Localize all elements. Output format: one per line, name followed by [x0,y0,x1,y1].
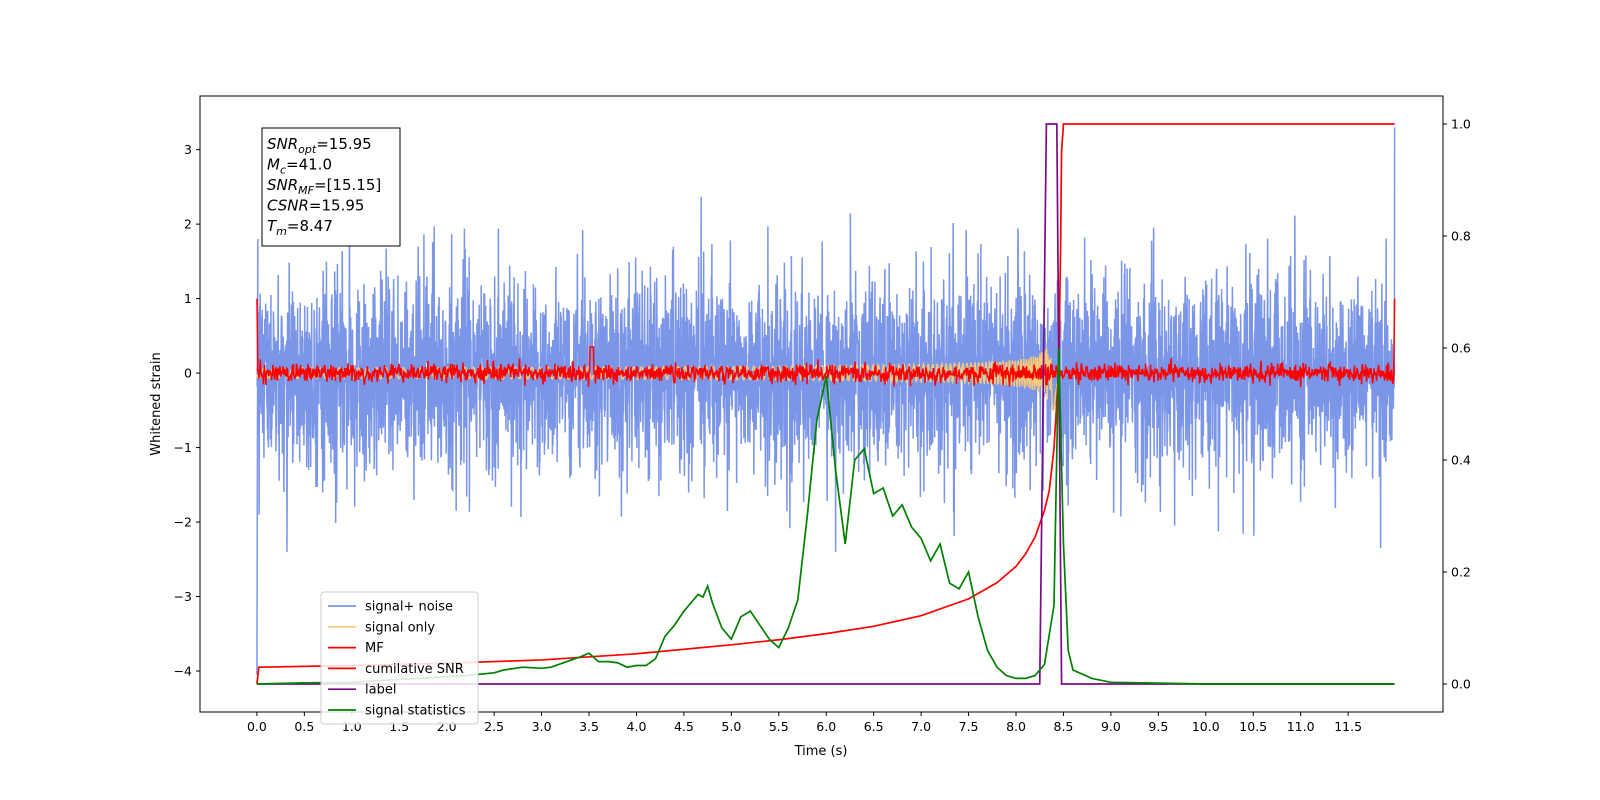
y2-tick-label: 1.0 [1451,117,1471,132]
series-mf [256,298,1396,388]
y2-tick-label: 0.8 [1451,229,1471,244]
y-tick-label: 0 [184,366,192,381]
y2-tick-label: 0.2 [1451,565,1471,580]
x-tick-label: 2.5 [484,719,504,734]
legend-entry-label: signal only [365,620,435,635]
plot-frame [199,95,1444,713]
series-signal-statistics [256,347,1395,685]
x-tick-label: 5.0 [721,719,741,734]
legend-entry-label: label [365,683,396,698]
legend-entry-label: MF [365,641,384,656]
legend: signal+ noise signal only MF cumilative SNR… [320,591,479,725]
annotation-line: CSNR=15.95 [267,197,364,215]
x-tick-label: 11.0 [1287,719,1315,734]
legend-entry-label: signal statistics [365,704,466,719]
x-tick-label: 7.0 [911,719,931,734]
y2-tick-label: 0.6 [1451,341,1471,356]
x-tick-label: 0.0 [247,719,267,734]
annotation-frame [261,127,401,247]
y-tick-label: −2 [174,515,192,530]
y-tick-label: −4 [174,664,192,679]
x-tick-label: 9.5 [1148,719,1168,734]
legend-entry-label: signal+ noise [365,600,453,615]
series-label [256,123,1395,685]
annotation-line: Mc=41.0 [267,156,332,177]
x-tick-label: 8.0 [1006,719,1026,734]
y-tick-label: 1 [184,291,192,306]
y-axis-label: Whitened strain [149,352,164,455]
x-axis: 0.0 0.5 1.0 1.5 2.0 2.5 3.0 3.5 4.0 4.5 5.0 5.5 6.0 6… [247,712,1362,734]
x-tick-label: 3.0 [532,719,552,734]
x-tick-label: 6.5 [864,719,884,734]
y-axis: −4 −3 −2 −1 0 1 2 3 [174,142,200,679]
x-tick-label: 4.5 [674,719,694,734]
y-tick-label: 2 [184,217,192,232]
x-tick-label: 11.5 [1334,719,1362,734]
legend-frame [320,591,479,725]
series-layer [256,123,1396,685]
y-tick-label: 3 [184,142,192,157]
x-tick-label: 3.5 [579,719,599,734]
annotation-box: SNRopt=15.95Mc=41.0SNRMF=[15.15]CSNR=15.… [261,127,401,247]
y2-tick-label: 0.0 [1451,677,1471,692]
x-tick-label: 9.0 [1101,719,1121,734]
x-tick-label: 0.5 [294,719,314,734]
x-tick-label: 10.5 [1239,719,1267,734]
y-tick-label: −3 [174,589,192,604]
x-tick-label: 10.0 [1192,719,1220,734]
legend-entry-label: cumilative SNR [365,662,464,677]
x-tick-label: 5.5 [769,719,789,734]
y-tick-label: −1 [174,440,192,455]
y2-axis: 0.0 0.2 0.4 0.6 0.8 1.0 [1443,117,1471,692]
annotation-line: SNRopt=15.95 [267,135,372,156]
x-tick-label: 4.0 [627,719,647,734]
x-axis-label: Time (s) [794,744,848,759]
x-tick-label: 7.5 [959,719,979,734]
x-tick-label: 8.5 [1054,719,1074,734]
annotation-line: Tm=8.47 [267,217,333,238]
x-tick-label: 6.0 [816,719,836,734]
y2-tick-label: 0.4 [1451,453,1471,468]
annotation-line: SNRMF=[15.15] [267,176,381,197]
